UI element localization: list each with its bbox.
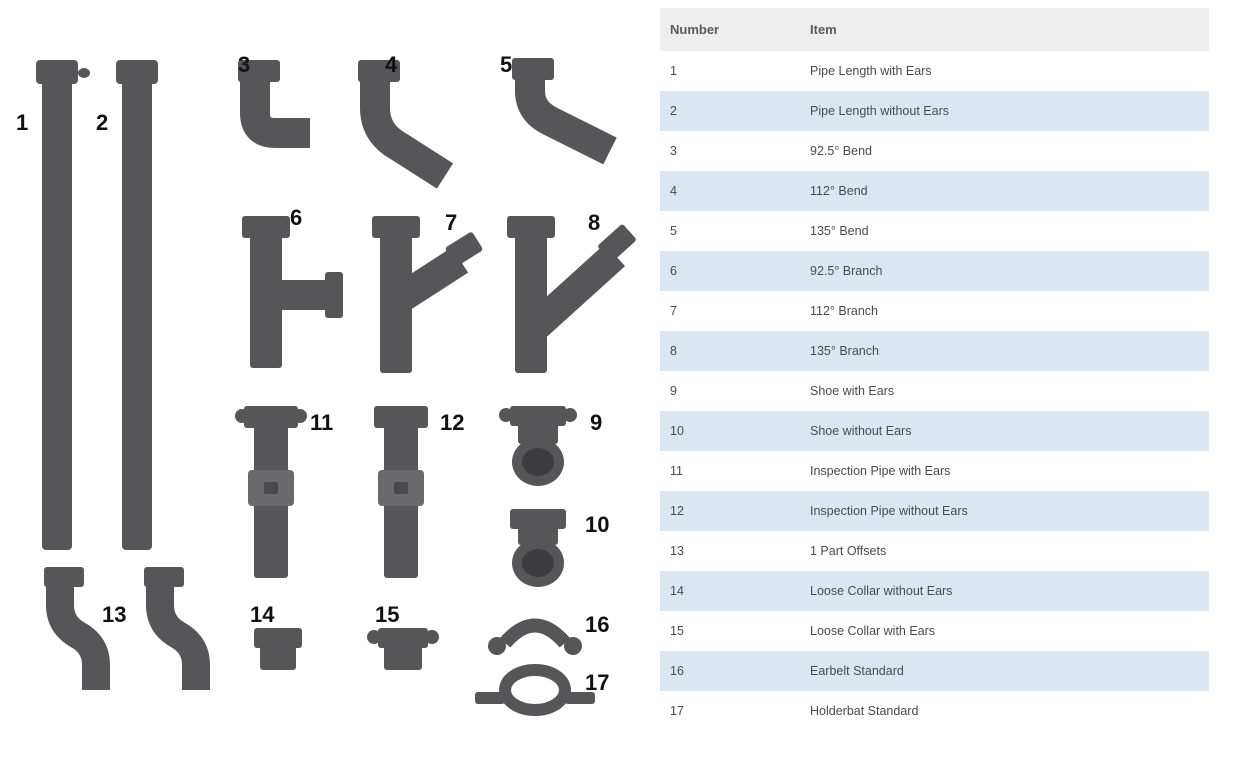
cell-number: 14	[660, 571, 800, 611]
cell-item: Loose Collar with Ears	[800, 611, 1209, 651]
cell-item: 112° Bend	[800, 171, 1209, 211]
cell-item: Pipe Length without Ears	[800, 91, 1209, 131]
cell-number: 1	[660, 51, 800, 91]
cell-item: 135° Branch	[800, 331, 1209, 371]
table-row: 17Holderbat Standard	[660, 691, 1209, 731]
cell-item: Holderbat Standard	[800, 691, 1209, 731]
cell-number: 10	[660, 411, 800, 451]
cell-item: 135° Bend	[800, 211, 1209, 251]
diagram-label-3: 3	[238, 52, 250, 78]
cell-item: 112° Branch	[800, 291, 1209, 331]
diagram-label-12: 12	[440, 410, 464, 436]
table-row: 7112° Branch	[660, 291, 1209, 331]
table-row: 5135° Bend	[660, 211, 1209, 251]
table-row: 2Pipe Length without Ears	[660, 91, 1209, 131]
part-branch-112	[350, 210, 500, 385]
table-row: 12Inspection Pipe without Ears	[660, 491, 1209, 531]
diagram-label-10: 10	[585, 512, 609, 538]
diagram-label-17: 17	[585, 670, 609, 696]
cell-number: 6	[660, 251, 800, 291]
cell-item: Inspection Pipe with Ears	[800, 451, 1209, 491]
parts-table: Number Item 1Pipe Length with Ears2Pipe …	[660, 8, 1209, 731]
part-branch-135	[490, 210, 650, 385]
table-row: 692.5° Branch	[660, 251, 1209, 291]
cell-item: 92.5° Bend	[800, 131, 1209, 171]
part-bend-112	[350, 58, 470, 198]
cell-number: 2	[660, 91, 800, 131]
cell-number: 17	[660, 691, 800, 731]
table-row: 11Inspection Pipe with Ears	[660, 451, 1209, 491]
cell-number: 16	[660, 651, 800, 691]
table-row: 1Pipe Length with Ears	[660, 51, 1209, 91]
table-row: 131 Part Offsets	[660, 531, 1209, 571]
cell-item: 1 Part Offsets	[800, 531, 1209, 571]
cell-number: 7	[660, 291, 800, 331]
cell-number: 4	[660, 171, 800, 211]
col-item: Item	[800, 8, 1209, 51]
part-earbelt	[475, 608, 595, 663]
cell-number: 5	[660, 211, 800, 251]
cell-item: Loose Collar without Ears	[800, 571, 1209, 611]
diagram-label-6: 6	[290, 205, 302, 231]
cell-number: 3	[660, 131, 800, 171]
cell-number: 11	[660, 451, 800, 491]
cell-number: 13	[660, 531, 800, 571]
cell-number: 9	[660, 371, 800, 411]
diagram-label-16: 16	[585, 612, 609, 638]
diagram-label-5: 5	[500, 52, 512, 78]
part-collar-ears	[360, 620, 450, 680]
diagram-label-7: 7	[445, 210, 457, 236]
part-bend-135	[500, 56, 630, 176]
cell-number: 8	[660, 331, 800, 371]
cell-item: 92.5° Branch	[800, 251, 1209, 291]
diagram-label-2: 2	[96, 110, 108, 136]
part-offset-b	[130, 565, 230, 705]
cell-item: Earbelt Standard	[800, 651, 1209, 691]
diagram-label-8: 8	[588, 210, 600, 236]
diagram-label-15: 15	[375, 602, 399, 628]
table-row: 10Shoe without Ears	[660, 411, 1209, 451]
table-row: 4112° Bend	[660, 171, 1209, 211]
table-row: 14Loose Collar without Ears	[660, 571, 1209, 611]
diagram-label-1: 1	[16, 110, 28, 136]
table-row: 15Loose Collar with Ears	[660, 611, 1209, 651]
diagram-label-4: 4	[385, 52, 397, 78]
part-holderbat	[465, 662, 605, 722]
col-number: Number	[660, 8, 800, 51]
table-row: 9Shoe with Ears	[660, 371, 1209, 411]
cell-item: Pipe Length with Ears	[800, 51, 1209, 91]
parts-diagram: 1 2 3 4 5 6	[0, 0, 648, 784]
part-collar-noears	[240, 620, 320, 680]
table-row: 392.5° Bend	[660, 131, 1209, 171]
part-shoe-noears	[490, 505, 600, 605]
cell-number: 12	[660, 491, 800, 531]
diagram-label-11: 11	[310, 410, 333, 436]
cell-number: 15	[660, 611, 800, 651]
part-branch-92	[220, 210, 350, 380]
diagram-label-14: 14	[250, 602, 274, 628]
diagram-label-13: 13	[102, 602, 126, 628]
diagram-label-9: 9	[590, 410, 602, 436]
table-row: 16Earbelt Standard	[660, 651, 1209, 691]
cell-item: Inspection Pipe without Ears	[800, 491, 1209, 531]
part-offset-a	[30, 565, 130, 705]
table-row: 8135° Branch	[660, 331, 1209, 371]
cell-item: Shoe with Ears	[800, 371, 1209, 411]
parts-table-panel: Number Item 1Pipe Length with Ears2Pipe …	[648, 0, 1239, 784]
cell-item: Shoe without Ears	[800, 411, 1209, 451]
part-shoe-ears	[490, 400, 600, 500]
